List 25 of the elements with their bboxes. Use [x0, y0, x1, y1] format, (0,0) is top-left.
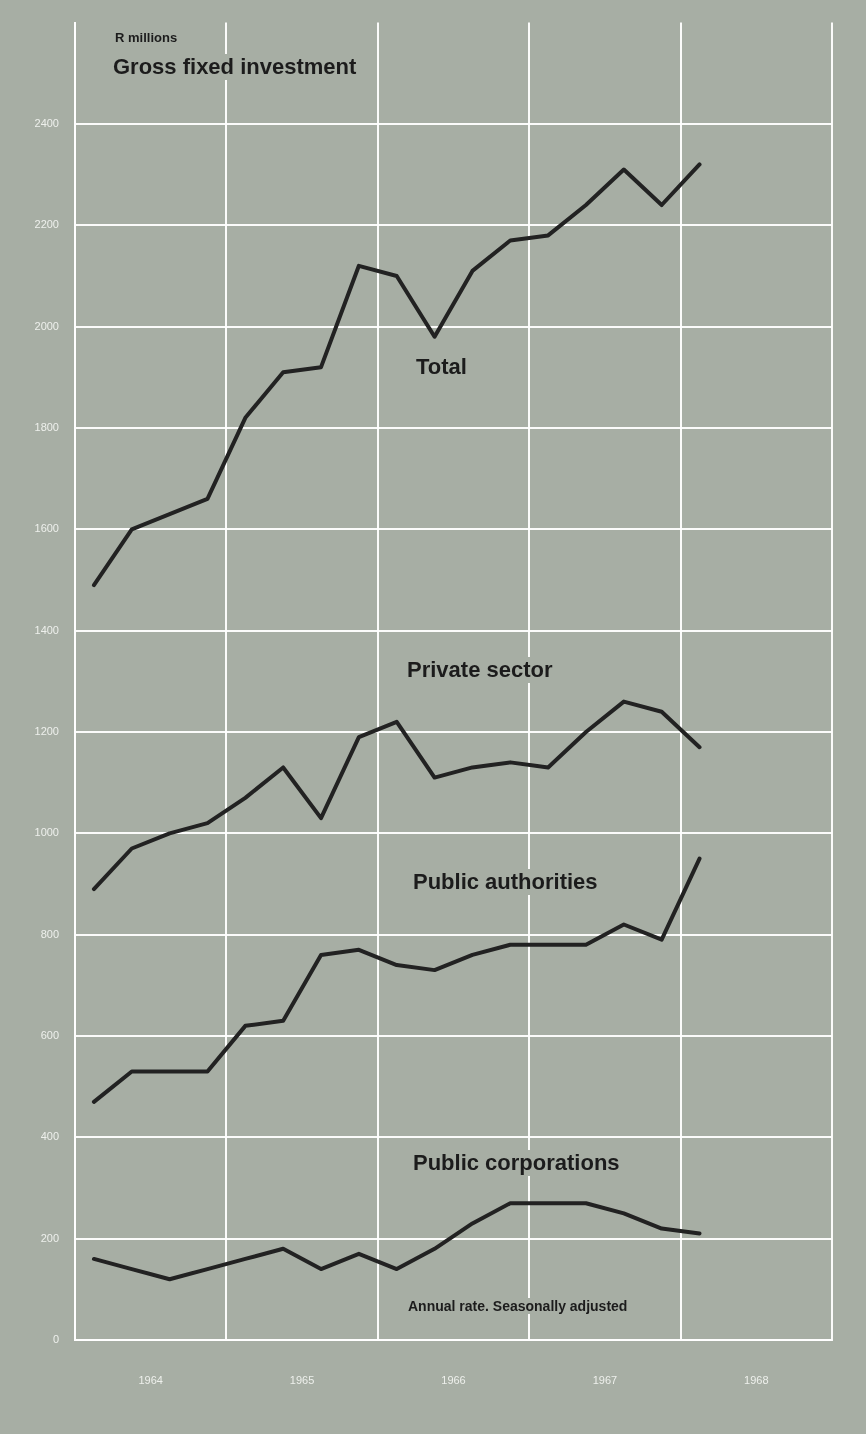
y-tick-label: 2400 [34, 116, 59, 129]
x-tick-label: 1965 [289, 1373, 315, 1386]
y-tick-label: 800 [40, 927, 59, 940]
y-tick-label: 200 [40, 1231, 59, 1244]
series-label: Private sector [404, 657, 556, 683]
x-tick-label: 1966 [441, 1373, 466, 1386]
y-axis-title: R millions [112, 30, 181, 45]
x-tick-label: 1964 [138, 1373, 163, 1386]
series-label: Public authorities [410, 869, 601, 895]
y-tick-label: 1400 [34, 623, 59, 636]
y-tick-label: 0 [52, 1333, 59, 1346]
y-tick-label: 400 [40, 1130, 59, 1143]
text: Gross fixed investment [110, 54, 360, 80]
y-tick-label: 1000 [34, 826, 59, 839]
series-label: Total [413, 354, 470, 380]
x-tick-label: 1968 [744, 1373, 769, 1386]
annotation: Annual rate. Seasonally adjusted [405, 1298, 631, 1314]
y-tick-label: 1200 [34, 725, 59, 737]
y-tick-label: 1800 [34, 420, 59, 433]
x-tick-label: 1967 [592, 1373, 618, 1386]
series-label: Public corporations [410, 1150, 623, 1176]
y-tick-label: 600 [40, 1029, 59, 1042]
y-tick-label: 1600 [34, 522, 59, 535]
y-tick-label: 2000 [34, 319, 59, 332]
y-tick-label: 2200 [34, 218, 59, 231]
